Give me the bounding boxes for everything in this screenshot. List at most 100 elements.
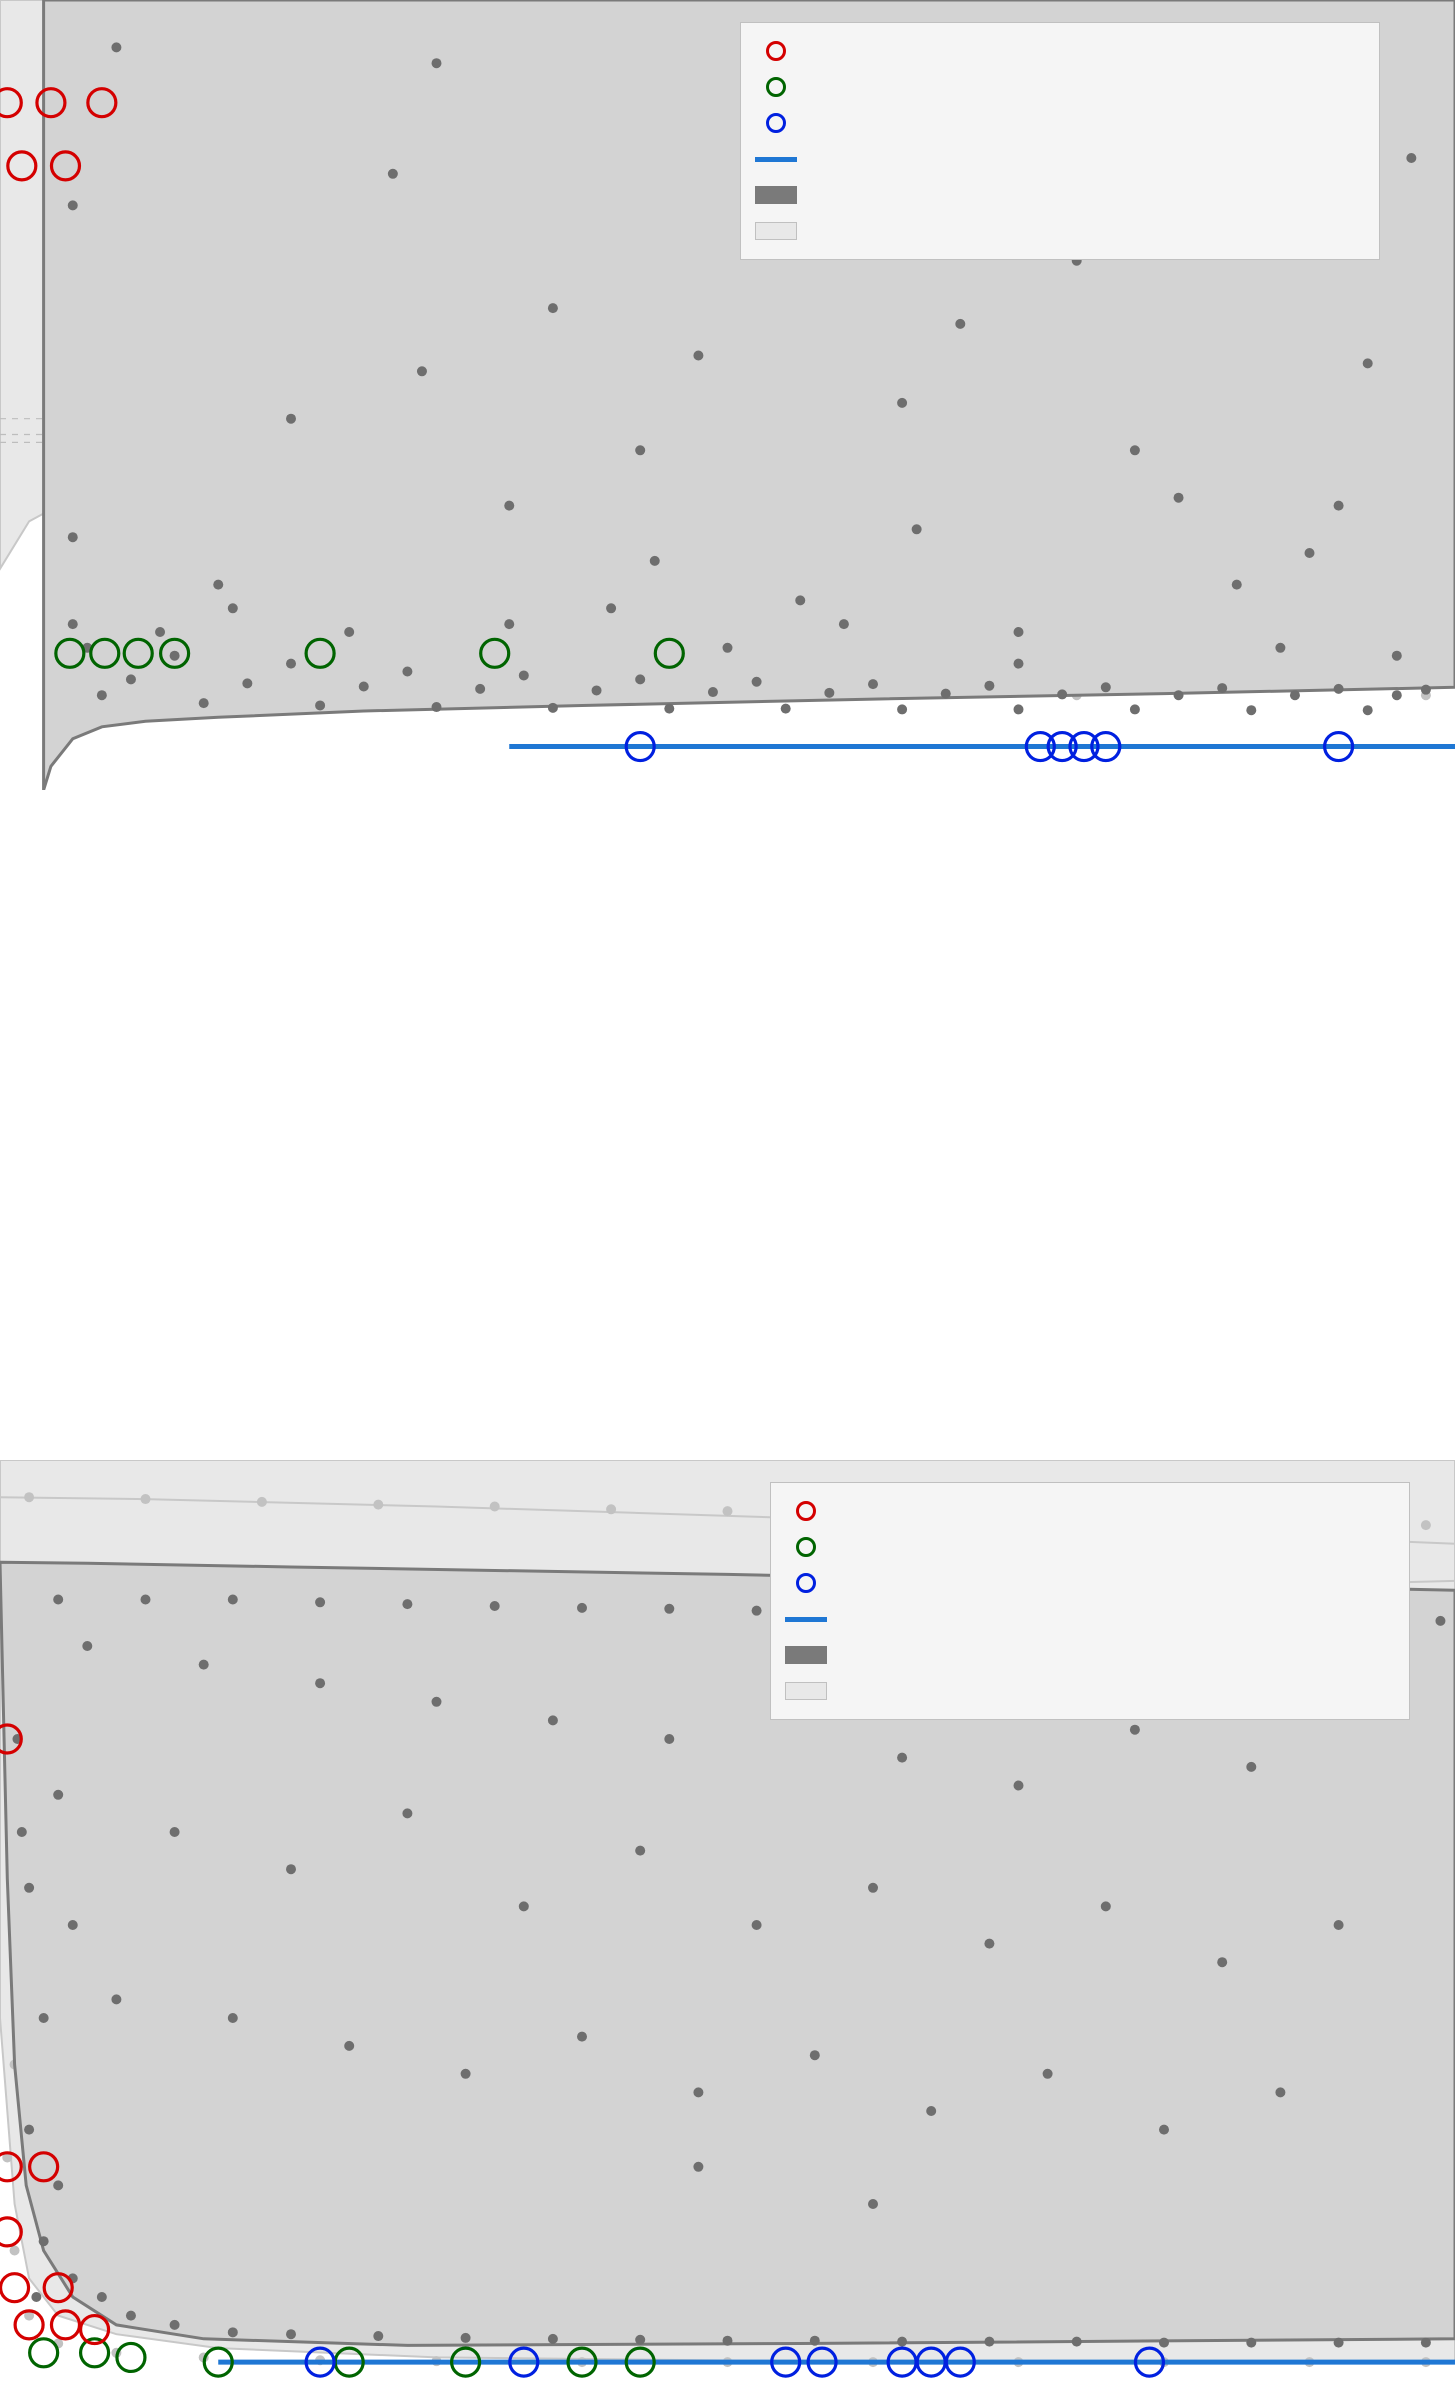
scatter-point-dark [155, 627, 165, 637]
scatter-point-dark [839, 619, 849, 629]
legend-row [755, 105, 1365, 141]
scatter-point-dark [795, 595, 805, 605]
scatter-point-dark [432, 58, 442, 68]
scatter-point-dark [810, 2050, 820, 2060]
scatter-point-dark [286, 414, 296, 424]
scatter-point-dark [344, 2041, 354, 2051]
scatter-point-dark [984, 1939, 994, 1949]
scatter-point-dark [1014, 659, 1024, 669]
scatter-point-dark [461, 2333, 471, 2343]
chart-panel-bottom [0, 1460, 1455, 2390]
scatter-point-dark [504, 501, 514, 511]
scatter-point-dark [315, 700, 325, 710]
scatter-point-dark [1101, 1901, 1111, 1911]
legend-rect-icon [755, 186, 797, 204]
chart-panel-top [0, 0, 1455, 790]
scatter-point-light [257, 1497, 267, 1507]
scatter-point-dark [897, 398, 907, 408]
scatter-point-dark [984, 2337, 994, 2347]
legend [740, 22, 1380, 260]
scatter-point-light [606, 1504, 616, 1514]
legend-open-circle-icon [796, 1537, 816, 1557]
scatter-point-dark [635, 1846, 645, 1856]
scatter-point-dark [650, 556, 660, 566]
marker-green [30, 2339, 58, 2367]
legend-swatch [755, 157, 797, 162]
scatter-point-dark [170, 651, 180, 661]
legend-open-circle-icon [766, 41, 786, 61]
legend-row [785, 1601, 1395, 1637]
scatter-point-dark [897, 1753, 907, 1763]
scatter-point-dark [475, 684, 485, 694]
scatter-point-dark [213, 580, 223, 590]
scatter-point-dark [1014, 1781, 1024, 1791]
legend-open-circle-icon [796, 1573, 816, 1593]
scatter-point-dark [926, 2106, 936, 2116]
scatter-point-dark [242, 678, 252, 688]
scatter-point-dark [1246, 705, 1256, 715]
scatter-point-dark [1014, 704, 1024, 714]
marker-green [117, 2343, 145, 2371]
scatter-point-dark [141, 1595, 151, 1605]
scatter-point-dark [984, 681, 994, 691]
scatter-point-dark [1130, 445, 1140, 455]
scatter-point-dark [635, 2335, 645, 2345]
scatter-point-dark [723, 643, 733, 653]
legend-row [785, 1529, 1395, 1565]
scatter-point-dark [592, 685, 602, 695]
scatter-point-dark [68, 200, 78, 210]
legend-row [785, 1493, 1395, 1529]
scatter-point-dark [723, 2336, 733, 2346]
scatter-point-dark [170, 1827, 180, 1837]
scatter-point-dark [97, 2292, 107, 2302]
scatter-point-dark [577, 1603, 587, 1613]
legend-rect-icon [785, 1646, 827, 1664]
legend-open-circle-icon [796, 1501, 816, 1521]
scatter-point-dark [126, 2311, 136, 2321]
scatter-point-dark [68, 532, 78, 542]
scatter-point-dark [635, 674, 645, 684]
scatter-point-dark [1363, 705, 1373, 715]
scatter-point-dark [1406, 153, 1416, 163]
legend-line-icon [755, 157, 797, 162]
scatter-point-dark [402, 667, 412, 677]
legend-rect-icon [785, 1682, 827, 1700]
scatter-point-dark [752, 677, 762, 687]
scatter-point-dark [402, 1808, 412, 1818]
legend-open-circle-icon [766, 113, 786, 133]
scatter-point-dark [868, 2199, 878, 2209]
scatter-point-dark [1275, 2087, 1285, 2097]
scatter-point-light [24, 1492, 34, 1502]
scatter-point-dark [286, 659, 296, 669]
scatter-point-dark [955, 319, 965, 329]
scatter-point-light [490, 1502, 500, 1512]
scatter-point-dark [286, 2329, 296, 2339]
scatter-point-dark [286, 1864, 296, 1874]
legend-swatch [755, 41, 797, 61]
scatter-point-dark [461, 2069, 471, 2079]
legend [770, 1482, 1410, 1720]
legend-swatch [755, 186, 797, 204]
scatter-point-dark [373, 2331, 383, 2341]
scatter-point-dark [693, 2087, 703, 2097]
scatter-point-dark [752, 1606, 762, 1616]
scatter-point-dark [24, 2125, 34, 2135]
scatter-point-dark [417, 366, 427, 376]
scatter-point-dark [504, 619, 514, 629]
scatter-point-dark [1159, 2125, 1169, 2135]
scatter-point-dark [199, 1660, 209, 1670]
scatter-point-dark [1217, 1957, 1227, 1967]
scatter-point-dark [53, 2180, 63, 2190]
legend-row [785, 1673, 1395, 1709]
scatter-point-dark [315, 1597, 325, 1607]
legend-swatch [785, 1573, 827, 1593]
scatter-point-dark [53, 1595, 63, 1605]
scatter-point-light [141, 1494, 151, 1504]
scatter-point-dark [548, 2334, 558, 2344]
scatter-point-dark [402, 1599, 412, 1609]
marker-red [0, 2218, 21, 2246]
scatter-point-dark [1232, 580, 1242, 590]
scatter-point-dark [664, 1734, 674, 1744]
legend-swatch [755, 113, 797, 133]
scatter-point-dark [1290, 690, 1300, 700]
